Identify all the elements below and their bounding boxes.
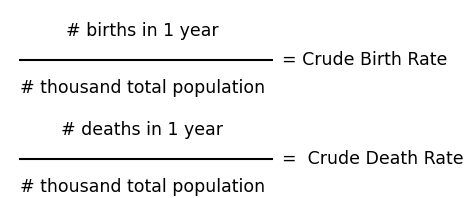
Text: # thousand total population: # thousand total population [19, 79, 265, 97]
Text: # thousand total population: # thousand total population [19, 178, 265, 196]
Text: # deaths in 1 year: # deaths in 1 year [61, 121, 223, 139]
Text: =  Crude Death Rate: = Crude Death Rate [282, 150, 464, 168]
Text: # births in 1 year: # births in 1 year [66, 22, 219, 40]
Text: = Crude Birth Rate: = Crude Birth Rate [282, 51, 447, 69]
